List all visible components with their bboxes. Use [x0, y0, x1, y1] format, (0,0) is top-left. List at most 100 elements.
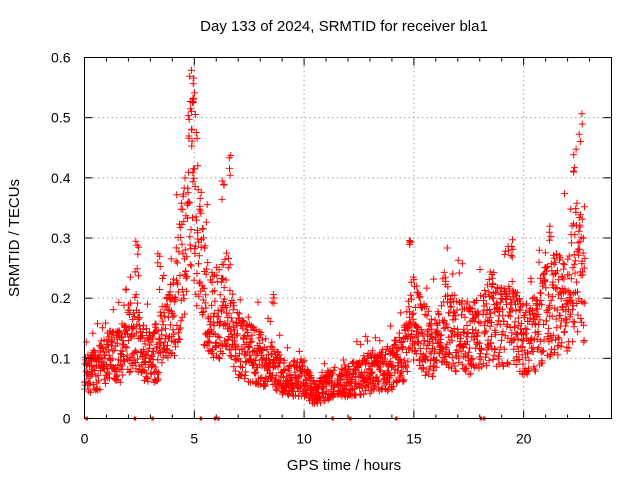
data-point: [190, 276, 198, 284]
data-point: [200, 308, 208, 316]
data-point: [357, 340, 365, 348]
y-tick-label: 0.4: [51, 170, 71, 186]
data-point: [491, 346, 499, 353]
data-point: [462, 364, 470, 372]
data-point: [190, 74, 198, 82]
data-point: [573, 199, 581, 207]
data-point: [421, 371, 429, 379]
data-point: [225, 309, 233, 317]
data-point: [546, 301, 554, 309]
data-point: [191, 250, 199, 257]
data-point: [452, 312, 460, 320]
data-point: [275, 351, 283, 359]
data-point: [539, 347, 547, 355]
data-point: [579, 249, 587, 257]
data-point: [365, 383, 373, 391]
data-point: [229, 290, 237, 298]
data-point: [121, 343, 129, 351]
data-point: [560, 328, 568, 336]
data-point: [253, 380, 261, 387]
data-point: [515, 348, 523, 355]
data-point-spike: [575, 130, 583, 138]
data-point: [501, 251, 509, 258]
data-point: [555, 335, 563, 343]
data-point: [146, 341, 154, 349]
data-point: [189, 169, 197, 177]
data-point: [581, 254, 589, 262]
data-point: [220, 284, 228, 292]
data-point: [292, 391, 299, 399]
data-point: [272, 371, 280, 379]
data-point: [155, 375, 162, 383]
data-point: [248, 337, 256, 345]
data-point: [448, 354, 456, 362]
data-point: [581, 299, 589, 307]
y-axis-label: SRMTID / TECUs: [6, 179, 23, 297]
data-point: [223, 342, 231, 350]
data-point: [444, 323, 452, 331]
data-point: [427, 315, 435, 323]
data-point: [94, 320, 101, 328]
data-point: [399, 343, 407, 351]
data-point: [552, 315, 560, 323]
data-point: [147, 338, 155, 346]
data-point: [496, 321, 504, 329]
data-point: [283, 344, 291, 352]
data-point: [556, 254, 564, 262]
data-point: [257, 328, 265, 336]
data-point: [460, 328, 468, 336]
data-point: [352, 372, 360, 380]
data-point: [368, 368, 376, 376]
data-point: [91, 367, 99, 374]
data-point: [199, 311, 207, 319]
data-point: [420, 364, 427, 372]
data-point: [554, 333, 562, 341]
data-point: [473, 332, 481, 340]
data-point: [442, 345, 450, 353]
data-point: [399, 377, 407, 385]
data-point: [424, 342, 432, 349]
data-point: [514, 314, 522, 322]
data-point: [124, 337, 132, 344]
data-point: [202, 291, 210, 299]
data-point: [468, 304, 476, 312]
data-point: [127, 299, 135, 307]
data-point: [474, 328, 482, 336]
data-point: [194, 235, 202, 243]
data-point: [512, 307, 520, 315]
data-point: [236, 350, 243, 358]
data-point: [192, 129, 200, 136]
data-point-spike: [546, 236, 553, 244]
data-point: [317, 399, 325, 407]
data-point: [542, 317, 550, 325]
data-point: [150, 347, 158, 355]
data-point: [245, 343, 253, 350]
data-point: [451, 291, 459, 299]
data-point: [570, 289, 578, 297]
data-point: [483, 362, 491, 369]
data-point: [164, 306, 172, 314]
data-point: [534, 330, 542, 338]
data-point: [96, 385, 104, 393]
data-point: [196, 195, 204, 202]
data-point: [178, 199, 186, 207]
data-point: [175, 248, 183, 256]
data-point-spike: [218, 195, 226, 203]
data-point: [258, 336, 266, 344]
data-point: [517, 343, 525, 351]
data-point: [293, 363, 301, 371]
data-point: [500, 362, 507, 370]
data-point: [219, 275, 227, 283]
data-point: [569, 338, 577, 346]
data-point: [425, 307, 433, 315]
data-point: [181, 246, 189, 254]
data-point: [160, 309, 168, 317]
data-point: [117, 365, 125, 373]
data-point: [574, 311, 582, 319]
data-point: [154, 327, 162, 335]
data-point: [100, 375, 108, 383]
data-point: [203, 201, 211, 209]
data-point: [571, 231, 579, 239]
data-point: [558, 339, 566, 347]
